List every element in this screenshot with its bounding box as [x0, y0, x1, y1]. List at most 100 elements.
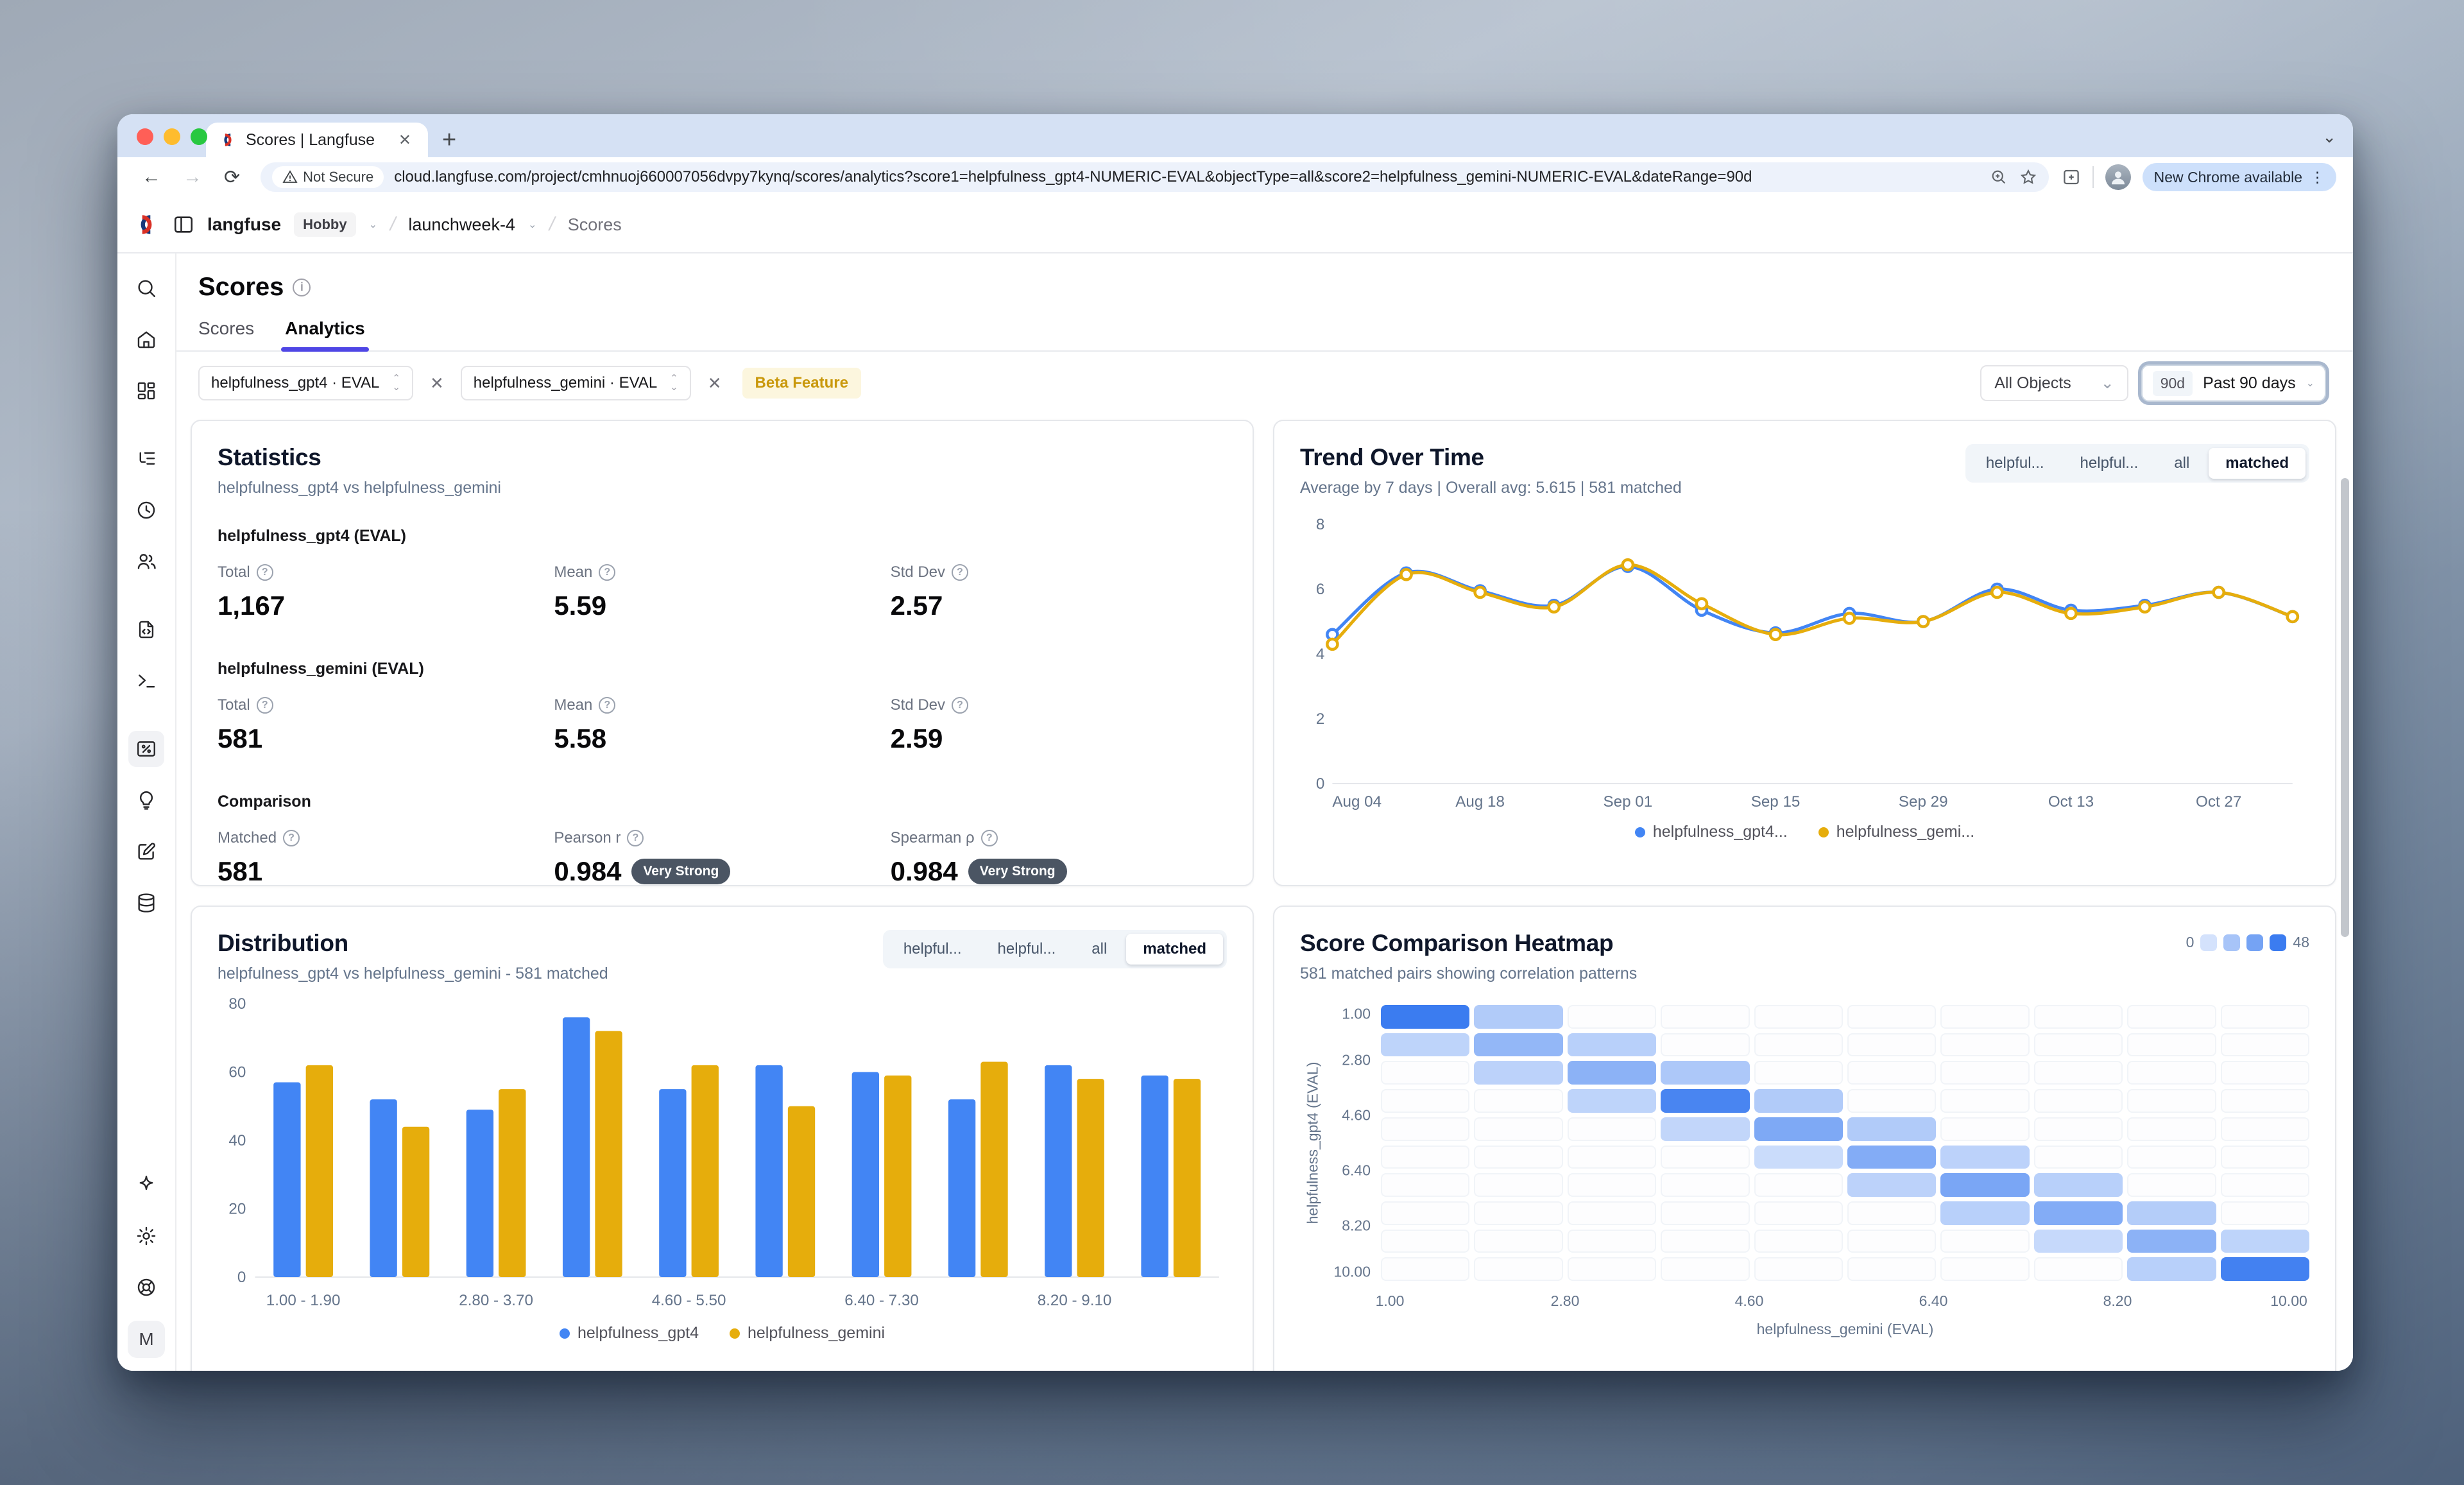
heatmap-cell[interactable] — [1567, 1145, 1657, 1169]
line-point[interactable] — [1547, 600, 1561, 614]
sidebar-item-evaluation[interactable] — [128, 782, 164, 818]
bar[interactable] — [1141, 1075, 1168, 1277]
bar[interactable] — [659, 1089, 687, 1277]
heatmap-cell[interactable] — [1847, 1145, 1937, 1169]
heatmap-cell[interactable] — [1847, 1173, 1937, 1197]
user-avatar[interactable]: M — [128, 1321, 165, 1358]
heatmap-cell[interactable] — [1567, 1089, 1657, 1113]
heatmap-cell[interactable] — [1661, 1201, 1750, 1225]
bar[interactable] — [948, 1099, 976, 1277]
sidebar-item-support[interactable] — [128, 1269, 164, 1305]
heatmap-cell[interactable] — [1474, 1257, 1563, 1281]
line-point[interactable] — [1768, 628, 1783, 641]
heatmap-cell[interactable] — [2220, 1201, 2309, 1225]
heatmap-cell[interactable] — [1940, 1257, 2030, 1281]
heatmap-cell[interactable] — [2127, 1201, 2216, 1225]
heatmap-cell[interactable] — [1847, 1089, 1937, 1113]
sidebar-item-datasets[interactable] — [128, 885, 164, 921]
heatmap-cell[interactable] — [2033, 1201, 2123, 1225]
bar[interactable] — [755, 1065, 783, 1277]
heatmap-cell[interactable] — [1940, 1089, 2030, 1113]
heatmap-cell[interactable] — [2220, 1229, 2309, 1253]
heatmap-cell[interactable] — [2033, 1033, 2123, 1057]
address-bar[interactable]: Not Secure cloud.langfuse.com/project/cm… — [261, 162, 2049, 192]
heatmap-cell[interactable] — [1754, 1201, 1843, 1225]
heatmap-cell[interactable] — [1940, 1229, 2030, 1253]
line-point[interactable] — [1621, 558, 1635, 572]
new-tab-button[interactable]: + — [442, 126, 457, 153]
bar[interactable] — [466, 1110, 494, 1277]
heatmap-cell[interactable] — [2033, 1089, 2123, 1113]
help-icon[interactable]: ? — [599, 564, 616, 581]
seg-option-selected[interactable]: matched — [1126, 934, 1223, 965]
line-point[interactable] — [1990, 585, 2004, 599]
bookmark-star-icon[interactable] — [2019, 168, 2037, 186]
bar[interactable] — [691, 1065, 719, 1277]
heatmap-cell[interactable] — [1661, 1229, 1750, 1253]
line-point[interactable] — [1695, 597, 1709, 610]
heatmap-cell[interactable] — [2127, 1061, 2216, 1085]
score2-select[interactable]: helpfulness_gemini · EVAL ⌃ ⌄ — [460, 366, 691, 400]
tab-close-icon[interactable]: ✕ — [398, 131, 411, 149]
heatmap-cell[interactable] — [1567, 1229, 1657, 1253]
sidebar-item-tracing[interactable] — [128, 441, 164, 477]
help-icon[interactable]: ? — [283, 830, 300, 846]
bar[interactable] — [980, 1061, 1008, 1277]
sidebar-item-sessions[interactable] — [128, 492, 164, 528]
side-panel-icon[interactable] — [2062, 167, 2081, 187]
heatmap-cell[interactable] — [1567, 1201, 1657, 1225]
bar[interactable] — [851, 1072, 880, 1278]
help-icon[interactable]: ? — [599, 697, 616, 714]
heatmap-cell[interactable] — [1567, 1033, 1657, 1057]
help-icon[interactable]: ? — [980, 830, 998, 846]
heatmap-cell[interactable] — [1940, 1145, 2030, 1169]
heatmap-cell[interactable] — [1474, 1089, 1563, 1113]
back-button[interactable]: ← — [142, 166, 161, 187]
help-icon[interactable]: ? — [256, 697, 273, 714]
heatmap-cell[interactable] — [1661, 1033, 1750, 1057]
line-point[interactable] — [1326, 637, 1339, 651]
heatmap-cell[interactable] — [1381, 1201, 1470, 1225]
sidebar-item-search[interactable] — [128, 270, 164, 306]
tab-scores[interactable]: Scores — [198, 318, 255, 338]
heatmap-cell[interactable] — [2127, 1117, 2216, 1141]
heatmap-cell[interactable] — [1754, 1145, 1843, 1169]
bar[interactable] — [1173, 1079, 1201, 1277]
help-icon[interactable]: ? — [952, 564, 969, 581]
heatmap-cell[interactable] — [1661, 1005, 1750, 1029]
site-security-chip[interactable]: Not Secure — [272, 166, 384, 188]
sidebar-item-playground[interactable] — [128, 663, 164, 699]
heatmap-cell[interactable] — [1567, 1005, 1657, 1029]
heatmap-cell[interactable] — [1381, 1117, 1470, 1141]
bar[interactable] — [1045, 1065, 1072, 1277]
heatmap-cell[interactable] — [1661, 1145, 1750, 1169]
minimize-window-button[interactable] — [164, 128, 180, 145]
sidebar-item-users[interactable] — [128, 544, 164, 579]
heatmap-cell[interactable] — [1567, 1173, 1657, 1197]
date-range-select[interactable]: 90d Past 90 days ⌄ — [2141, 365, 2326, 402]
heatmap-cell[interactable] — [2220, 1089, 2309, 1113]
heatmap-cell[interactable] — [2220, 1033, 2309, 1057]
help-icon[interactable]: ? — [627, 830, 644, 846]
line-point[interactable] — [2212, 585, 2226, 599]
heatmap-cell[interactable] — [1381, 1257, 1470, 1281]
heatmap-cell[interactable] — [2127, 1033, 2216, 1057]
heatmap-cell[interactable] — [2127, 1089, 2216, 1113]
heatmap-cell[interactable] — [1474, 1005, 1563, 1029]
object-type-select[interactable]: All Objects ⌄ — [1980, 365, 2128, 401]
page-scrollbar[interactable] — [2341, 478, 2349, 937]
heatmap-cell[interactable] — [2220, 1257, 2309, 1281]
seg-option[interactable]: all — [1091, 940, 1108, 957]
heatmap-cell[interactable] — [1567, 1257, 1657, 1281]
tab-analytics[interactable]: Analytics — [281, 318, 369, 352]
heatmap-cell[interactable] — [2127, 1145, 2216, 1169]
org-chevron-icon[interactable]: ⌄ — [368, 219, 377, 230]
heatmap-cell[interactable] — [1661, 1117, 1750, 1141]
heatmap-cell[interactable] — [1474, 1061, 1563, 1085]
sidebar-item-dashboards[interactable] — [128, 373, 164, 409]
heatmap-cell[interactable] — [1474, 1173, 1563, 1197]
heatmap-cell[interactable] — [1940, 1061, 2030, 1085]
heatmap-cell[interactable] — [1754, 1257, 1843, 1281]
seg-option[interactable]: helpful... — [997, 940, 1056, 957]
bar[interactable] — [499, 1089, 526, 1277]
